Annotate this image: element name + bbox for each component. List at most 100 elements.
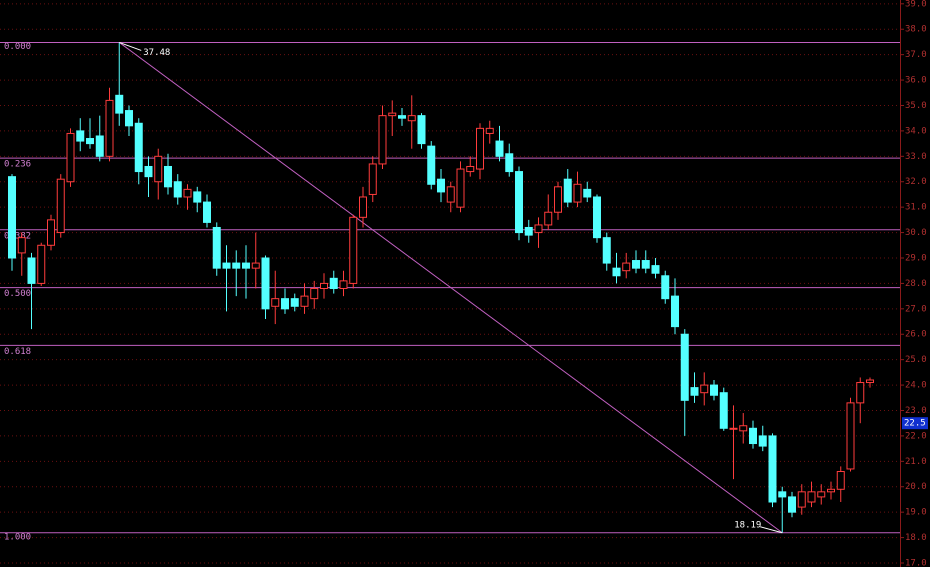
- candle-body: [37, 244, 46, 284]
- candle-body: [710, 384, 718, 396]
- high-label: 37.48: [143, 48, 170, 58]
- candle-body: [388, 112, 397, 117]
- candle-body: [271, 298, 280, 307]
- candle-body: [680, 333, 689, 401]
- candle-body: [17, 237, 26, 254]
- candle-body: [641, 260, 650, 269]
- candle-body: [349, 216, 358, 284]
- candle-body: [612, 267, 621, 277]
- candle-body: [368, 163, 377, 195]
- trend-line: [118, 42, 783, 534]
- candle-body: [554, 186, 562, 213]
- candle-body: [115, 94, 124, 114]
- candle-body: [739, 425, 748, 432]
- fib-label: 0.382: [4, 231, 31, 241]
- candle-body: [602, 237, 611, 264]
- candle-body: [164, 165, 172, 188]
- y-tick-label: 20.0: [905, 482, 927, 492]
- candle-body: [427, 145, 436, 185]
- candle-body: [183, 188, 192, 198]
- candle-body: [437, 178, 445, 193]
- candle-body: [320, 282, 328, 289]
- candle-body: [563, 178, 572, 203]
- fib-label: 0.000: [4, 42, 31, 52]
- y-tick-label: 30.0: [905, 228, 927, 238]
- candle-body: [807, 491, 816, 503]
- candle-body: [466, 165, 475, 173]
- y-tick-label: 26.0: [905, 330, 927, 340]
- y-tick-label: 36.0: [905, 76, 927, 86]
- y-tick-label: 28.0: [905, 279, 927, 289]
- candle-body: [788, 496, 796, 513]
- candle-body: [456, 168, 465, 208]
- y-tick-label: 29.0: [905, 253, 927, 263]
- annotation-line: [760, 526, 783, 534]
- y-tick-label: 35.0: [905, 101, 927, 111]
- candle-body: [251, 262, 260, 269]
- candle-body: [359, 196, 367, 218]
- candle-body: [583, 188, 592, 198]
- last-price-box: [902, 417, 928, 430]
- candle-body: [125, 110, 133, 127]
- candle-body: [76, 130, 85, 142]
- candle-body: [232, 262, 241, 269]
- fib-label: 0.236: [4, 160, 31, 170]
- candle-body: [398, 115, 406, 119]
- y-tick-label: 25.0: [905, 355, 927, 365]
- candle-body: [505, 153, 514, 173]
- candle-body: [622, 262, 631, 272]
- candle-body: [66, 132, 75, 183]
- candle-body: [827, 488, 835, 493]
- y-tick-label: 19.0: [905, 508, 927, 518]
- candle-body: [47, 219, 55, 246]
- candle-body: [407, 115, 416, 122]
- candle-body: [846, 402, 855, 470]
- candle-body: [134, 122, 143, 173]
- candle-body: [56, 178, 65, 234]
- candle-body: [544, 211, 553, 226]
- candle-body: [95, 135, 104, 157]
- candle-body: [290, 298, 299, 307]
- candle-body: [417, 115, 426, 145]
- y-tick-label: 22.0: [905, 431, 927, 441]
- candle-body: [495, 140, 504, 157]
- candle-body: [203, 201, 211, 223]
- candle-body: [671, 295, 679, 328]
- candle-body: [700, 384, 709, 394]
- y-tick-label: 21.0: [905, 457, 927, 467]
- candle-body: [866, 379, 874, 384]
- fib-label: 0.618: [4, 347, 31, 357]
- candle-body: [300, 295, 309, 307]
- candle-body: [856, 382, 865, 404]
- candle-body: [8, 176, 16, 259]
- candle-body: [193, 191, 202, 203]
- candle-body: [339, 280, 348, 289]
- candle-body: [515, 171, 523, 234]
- y-tick-label: 17.0: [905, 559, 927, 567]
- candle-body: [144, 165, 153, 178]
- candle-body: [281, 298, 289, 310]
- candle-body: [729, 427, 738, 430]
- candle-body: [836, 470, 845, 490]
- y-tick-label: 23.0: [905, 406, 927, 416]
- candle-body: [173, 181, 182, 198]
- y-tick-label: 34.0: [905, 126, 927, 136]
- annotation-line: [119, 41, 142, 51]
- candle-body: [768, 435, 777, 503]
- candle-body: [690, 387, 699, 396]
- candle-body: [661, 275, 670, 300]
- candle-body: [817, 491, 826, 498]
- candle-body: [105, 99, 114, 157]
- candle-body: [719, 392, 728, 429]
- fib-label: 1.000: [4, 532, 31, 542]
- y-tick-label: 39.0: [905, 0, 927, 9]
- candle-body: [651, 265, 660, 274]
- y-tick-label: 27.0: [905, 304, 927, 314]
- candle-body: [27, 257, 36, 284]
- candle-body: [593, 196, 601, 239]
- candle-body: [378, 115, 387, 165]
- y-tick-label: 18.0: [905, 533, 927, 543]
- candle-body: [242, 262, 250, 269]
- candle-body: [534, 224, 543, 234]
